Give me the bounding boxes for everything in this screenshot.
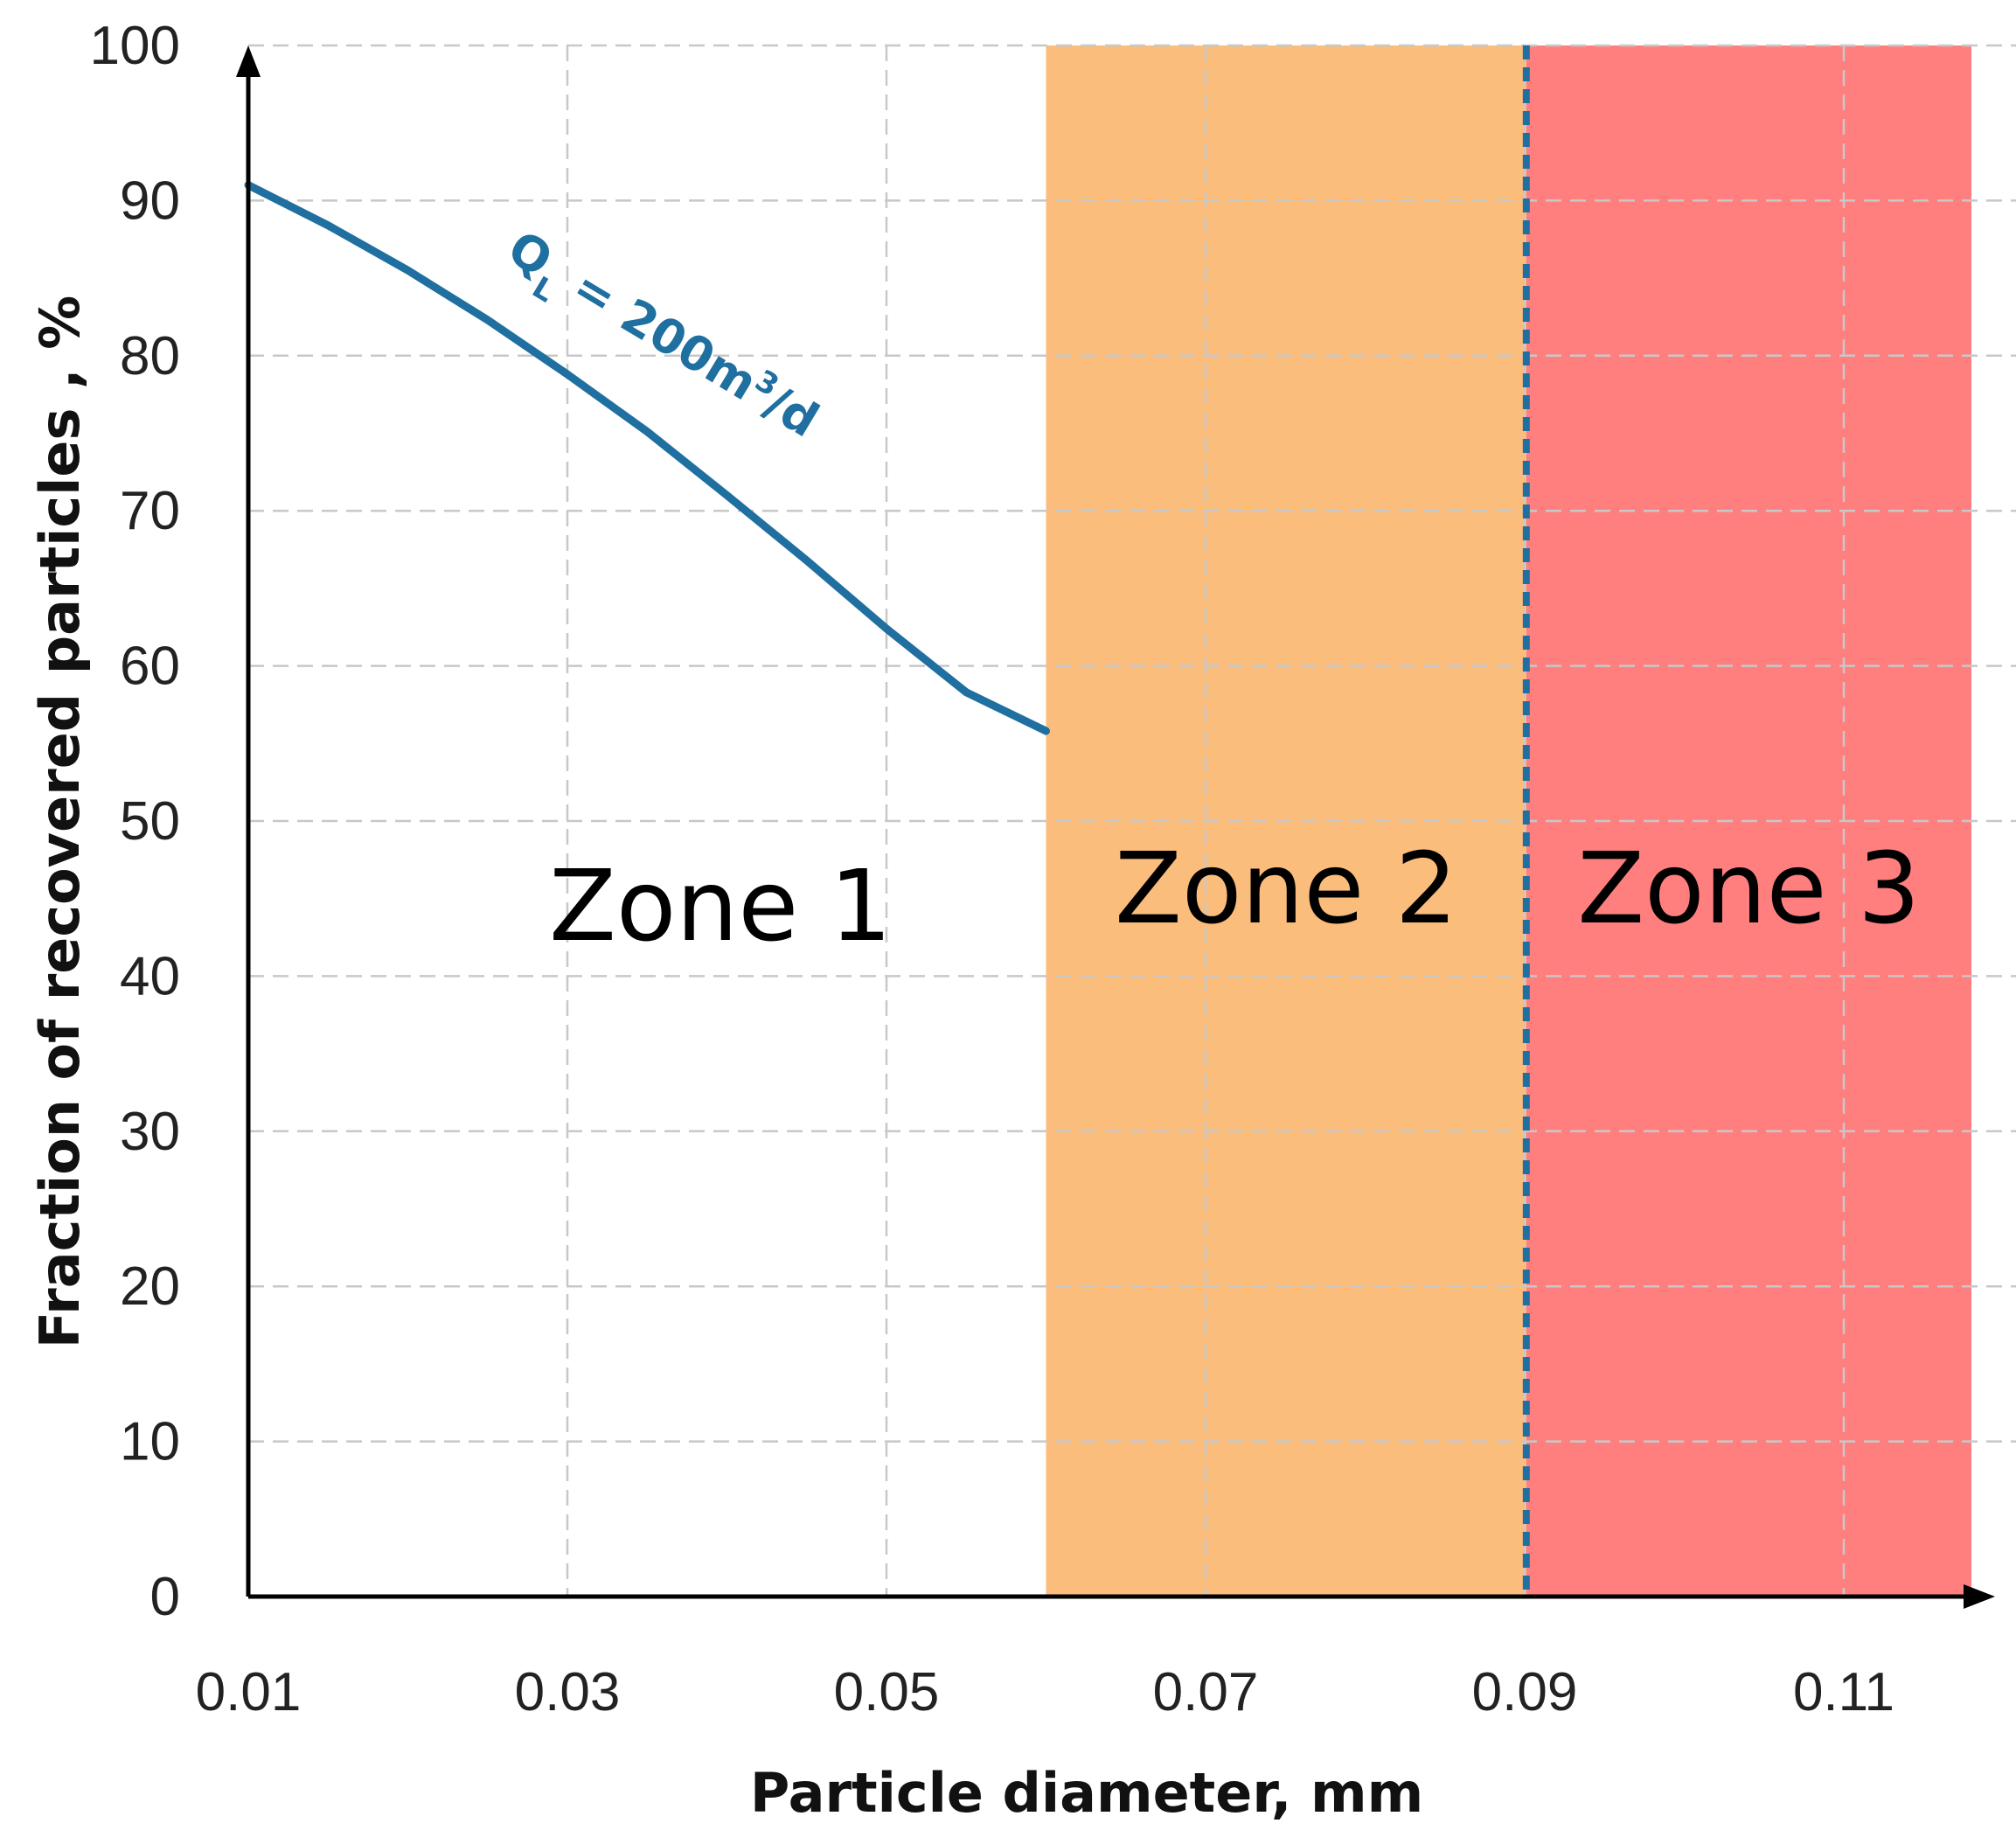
axes-layer — [236, 45, 1995, 1609]
series-layer — [244, 181, 1050, 735]
zone-1-label: Zone 1 — [549, 850, 892, 964]
grid-layer — [248, 44, 2016, 1597]
y-tick-label: 10 — [120, 1412, 180, 1472]
series-line — [244, 181, 1050, 735]
y-tick-label: 30 — [120, 1102, 180, 1162]
y-tick-label: 80 — [120, 326, 180, 386]
y-tick-label: 90 — [120, 170, 180, 231]
y-axis-title: Fraction of recovered particles , % — [28, 296, 92, 1348]
x-tick-label: 0.05 — [834, 1662, 940, 1722]
x-tick-label: 0.07 — [1153, 1662, 1259, 1722]
y-tick-label: 50 — [120, 791, 180, 852]
zone-2-label: Zone 2 — [1115, 832, 1457, 946]
zone-3-label: Zone 3 — [1577, 832, 1920, 946]
x-tick-label: 0.01 — [196, 1662, 302, 1722]
y-tick-label: 40 — [120, 946, 180, 1006]
x-tick-label: 0.03 — [515, 1662, 621, 1722]
y-tick-label: 20 — [120, 1256, 180, 1317]
x-axis-title: Particle diameter, mm — [750, 1761, 1423, 1825]
x-tick-label: 0.11 — [1793, 1662, 1894, 1722]
y-tick-label: 0 — [150, 1567, 180, 1627]
series-label: QL = 200m3/d — [491, 219, 828, 460]
ticks-layer: 0 10 20 30 40 50 60 70 80 90 100 0.01 0.03 0.05 0.07 0.… — [90, 16, 1894, 1722]
y-tick-label: 60 — [120, 637, 180, 697]
y-axis-arrow — [236, 45, 261, 77]
y-tick-label: 70 — [120, 481, 180, 541]
zone-labels-layer: Zone 1 Zone 2 Zone 3 — [549, 832, 1920, 964]
x-tick-label: 0.09 — [1472, 1662, 1578, 1722]
x-axis-arrow — [1964, 1584, 1995, 1609]
y-tick-label: 100 — [90, 16, 180, 76]
